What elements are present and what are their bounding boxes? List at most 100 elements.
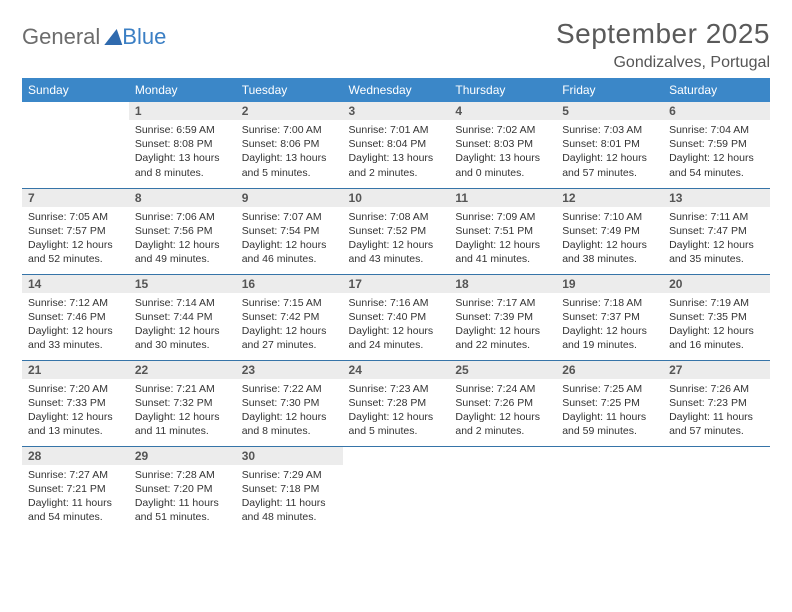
calendar-cell: 5Sunrise: 7:03 AMSunset: 8:01 PMDaylight… bbox=[556, 102, 663, 188]
day-details: Sunrise: 7:06 AMSunset: 7:56 PMDaylight:… bbox=[129, 207, 236, 273]
day-details: Sunrise: 7:02 AMSunset: 8:03 PMDaylight:… bbox=[449, 120, 556, 186]
day-number: 2 bbox=[236, 102, 343, 120]
day-details: Sunrise: 7:14 AMSunset: 7:44 PMDaylight:… bbox=[129, 293, 236, 359]
day-details: Sunrise: 7:29 AMSunset: 7:18 PMDaylight:… bbox=[236, 465, 343, 531]
calendar-cell: 30Sunrise: 7:29 AMSunset: 7:18 PMDayligh… bbox=[236, 446, 343, 532]
calendar-row: 7Sunrise: 7:05 AMSunset: 7:57 PMDaylight… bbox=[22, 188, 770, 274]
calendar-cell: 13Sunrise: 7:11 AMSunset: 7:47 PMDayligh… bbox=[663, 188, 770, 274]
day-details: Sunrise: 7:03 AMSunset: 8:01 PMDaylight:… bbox=[556, 120, 663, 186]
calendar-cell: 10Sunrise: 7:08 AMSunset: 7:52 PMDayligh… bbox=[343, 188, 450, 274]
day-number: 6 bbox=[663, 102, 770, 120]
calendar-row: 28Sunrise: 7:27 AMSunset: 7:21 PMDayligh… bbox=[22, 446, 770, 532]
day-details: Sunrise: 7:23 AMSunset: 7:28 PMDaylight:… bbox=[343, 379, 450, 445]
day-details: Sunrise: 7:08 AMSunset: 7:52 PMDaylight:… bbox=[343, 207, 450, 273]
calendar-cell: 16Sunrise: 7:15 AMSunset: 7:42 PMDayligh… bbox=[236, 274, 343, 360]
calendar-cell: 28Sunrise: 7:27 AMSunset: 7:21 PMDayligh… bbox=[22, 446, 129, 532]
day-number: 25 bbox=[449, 361, 556, 379]
calendar-cell: 21Sunrise: 7:20 AMSunset: 7:33 PMDayligh… bbox=[22, 360, 129, 446]
weekday-header: Wednesday bbox=[343, 78, 450, 102]
calendar-cell bbox=[449, 446, 556, 532]
day-details: Sunrise: 7:19 AMSunset: 7:35 PMDaylight:… bbox=[663, 293, 770, 359]
day-details: Sunrise: 7:04 AMSunset: 7:59 PMDaylight:… bbox=[663, 120, 770, 186]
day-number: 1 bbox=[129, 102, 236, 120]
day-number: 9 bbox=[236, 189, 343, 207]
day-number: 20 bbox=[663, 275, 770, 293]
calendar-cell: 22Sunrise: 7:21 AMSunset: 7:32 PMDayligh… bbox=[129, 360, 236, 446]
calendar-cell: 18Sunrise: 7:17 AMSunset: 7:39 PMDayligh… bbox=[449, 274, 556, 360]
brand-part1: General bbox=[22, 24, 100, 50]
day-number: 16 bbox=[236, 275, 343, 293]
day-details: Sunrise: 7:07 AMSunset: 7:54 PMDaylight:… bbox=[236, 207, 343, 273]
calendar-cell: 7Sunrise: 7:05 AMSunset: 7:57 PMDaylight… bbox=[22, 188, 129, 274]
calendar-cell: 20Sunrise: 7:19 AMSunset: 7:35 PMDayligh… bbox=[663, 274, 770, 360]
day-details: Sunrise: 7:17 AMSunset: 7:39 PMDaylight:… bbox=[449, 293, 556, 359]
calendar-cell: 19Sunrise: 7:18 AMSunset: 7:37 PMDayligh… bbox=[556, 274, 663, 360]
day-details: Sunrise: 7:15 AMSunset: 7:42 PMDaylight:… bbox=[236, 293, 343, 359]
day-details: Sunrise: 7:10 AMSunset: 7:49 PMDaylight:… bbox=[556, 207, 663, 273]
day-details: Sunrise: 7:05 AMSunset: 7:57 PMDaylight:… bbox=[22, 207, 129, 273]
weekday-header: Saturday bbox=[663, 78, 770, 102]
day-details: Sunrise: 7:11 AMSunset: 7:47 PMDaylight:… bbox=[663, 207, 770, 273]
brand-triangle-icon bbox=[105, 29, 126, 45]
calendar-cell: 11Sunrise: 7:09 AMSunset: 7:51 PMDayligh… bbox=[449, 188, 556, 274]
calendar-cell: 3Sunrise: 7:01 AMSunset: 8:04 PMDaylight… bbox=[343, 102, 450, 188]
day-number: 21 bbox=[22, 361, 129, 379]
calendar-row: 21Sunrise: 7:20 AMSunset: 7:33 PMDayligh… bbox=[22, 360, 770, 446]
day-number: 5 bbox=[556, 102, 663, 120]
calendar-table: Sunday Monday Tuesday Wednesday Thursday… bbox=[22, 78, 770, 532]
day-details: Sunrise: 7:09 AMSunset: 7:51 PMDaylight:… bbox=[449, 207, 556, 273]
day-number: 8 bbox=[129, 189, 236, 207]
brand-logo: General Blue bbox=[22, 24, 166, 50]
weekday-header: Monday bbox=[129, 78, 236, 102]
day-number: 4 bbox=[449, 102, 556, 120]
day-details: Sunrise: 7:24 AMSunset: 7:26 PMDaylight:… bbox=[449, 379, 556, 445]
day-details: Sunrise: 6:59 AMSunset: 8:08 PMDaylight:… bbox=[129, 120, 236, 186]
day-number: 26 bbox=[556, 361, 663, 379]
weekday-header: Sunday bbox=[22, 78, 129, 102]
day-details: Sunrise: 7:01 AMSunset: 8:04 PMDaylight:… bbox=[343, 120, 450, 186]
calendar-cell: 23Sunrise: 7:22 AMSunset: 7:30 PMDayligh… bbox=[236, 360, 343, 446]
day-number: 3 bbox=[343, 102, 450, 120]
calendar-cell bbox=[556, 446, 663, 532]
calendar-cell: 9Sunrise: 7:07 AMSunset: 7:54 PMDaylight… bbox=[236, 188, 343, 274]
calendar-cell bbox=[663, 446, 770, 532]
header: General Blue September 2025 Gondizalves,… bbox=[22, 18, 770, 72]
day-number: 28 bbox=[22, 447, 129, 465]
weekday-header-row: Sunday Monday Tuesday Wednesday Thursday… bbox=[22, 78, 770, 102]
day-number: 13 bbox=[663, 189, 770, 207]
day-number: 22 bbox=[129, 361, 236, 379]
day-number: 14 bbox=[22, 275, 129, 293]
day-number: 24 bbox=[343, 361, 450, 379]
calendar-cell: 12Sunrise: 7:10 AMSunset: 7:49 PMDayligh… bbox=[556, 188, 663, 274]
calendar-cell: 25Sunrise: 7:24 AMSunset: 7:26 PMDayligh… bbox=[449, 360, 556, 446]
day-number: 7 bbox=[22, 189, 129, 207]
day-number: 23 bbox=[236, 361, 343, 379]
day-details: Sunrise: 7:22 AMSunset: 7:30 PMDaylight:… bbox=[236, 379, 343, 445]
day-details: Sunrise: 7:26 AMSunset: 7:23 PMDaylight:… bbox=[663, 379, 770, 445]
day-number: 19 bbox=[556, 275, 663, 293]
day-number: 17 bbox=[343, 275, 450, 293]
weekday-header: Thursday bbox=[449, 78, 556, 102]
day-details: Sunrise: 7:18 AMSunset: 7:37 PMDaylight:… bbox=[556, 293, 663, 359]
day-number: 29 bbox=[129, 447, 236, 465]
calendar-cell: 8Sunrise: 7:06 AMSunset: 7:56 PMDaylight… bbox=[129, 188, 236, 274]
weekday-header: Friday bbox=[556, 78, 663, 102]
day-details: Sunrise: 7:12 AMSunset: 7:46 PMDaylight:… bbox=[22, 293, 129, 359]
day-number: 18 bbox=[449, 275, 556, 293]
day-number: 30 bbox=[236, 447, 343, 465]
day-number: 10 bbox=[343, 189, 450, 207]
calendar-cell: 17Sunrise: 7:16 AMSunset: 7:40 PMDayligh… bbox=[343, 274, 450, 360]
day-details: Sunrise: 7:25 AMSunset: 7:25 PMDaylight:… bbox=[556, 379, 663, 445]
calendar-cell: 4Sunrise: 7:02 AMSunset: 8:03 PMDaylight… bbox=[449, 102, 556, 188]
calendar-row: 14Sunrise: 7:12 AMSunset: 7:46 PMDayligh… bbox=[22, 274, 770, 360]
month-title: September 2025 bbox=[556, 18, 770, 50]
day-details: Sunrise: 7:16 AMSunset: 7:40 PMDaylight:… bbox=[343, 293, 450, 359]
calendar-cell bbox=[343, 446, 450, 532]
calendar-cell: 24Sunrise: 7:23 AMSunset: 7:28 PMDayligh… bbox=[343, 360, 450, 446]
day-details: Sunrise: 7:28 AMSunset: 7:20 PMDaylight:… bbox=[129, 465, 236, 531]
calendar-cell: 29Sunrise: 7:28 AMSunset: 7:20 PMDayligh… bbox=[129, 446, 236, 532]
calendar-cell: 14Sunrise: 7:12 AMSunset: 7:46 PMDayligh… bbox=[22, 274, 129, 360]
calendar-cell: 15Sunrise: 7:14 AMSunset: 7:44 PMDayligh… bbox=[129, 274, 236, 360]
day-number: 12 bbox=[556, 189, 663, 207]
calendar-cell: 2Sunrise: 7:00 AMSunset: 8:06 PMDaylight… bbox=[236, 102, 343, 188]
